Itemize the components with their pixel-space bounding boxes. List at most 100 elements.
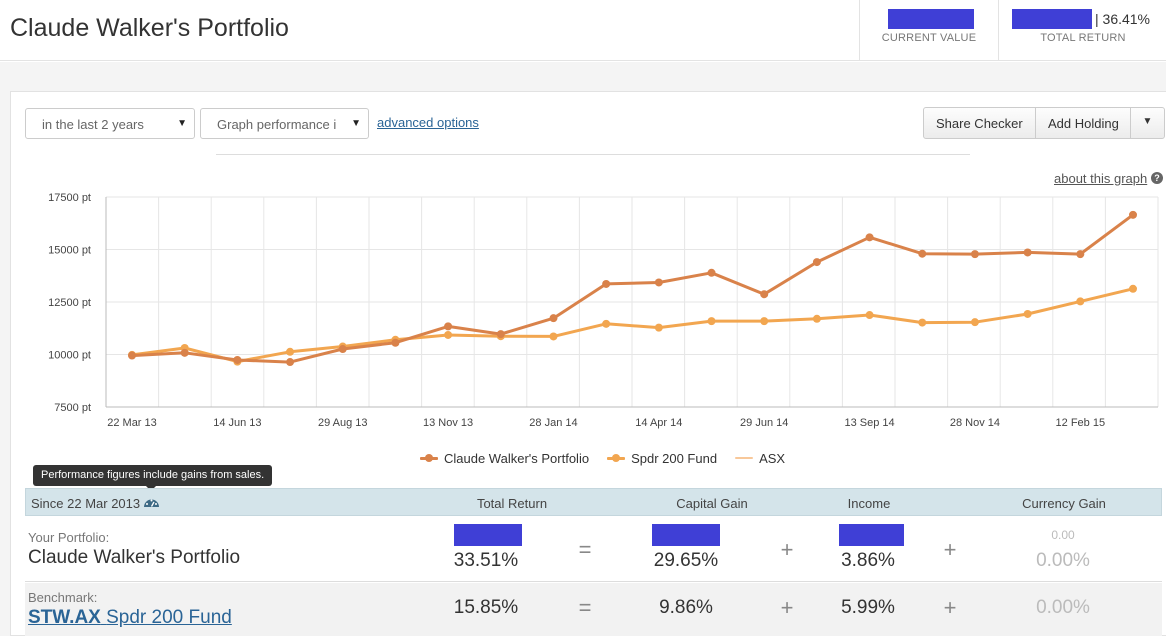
legend-line [735, 457, 754, 459]
x-tick-label: 14 Apr 14 [635, 417, 682, 429]
current-value-label: CURRENT VALUE [881, 32, 977, 44]
caret-down-icon: ▼ [351, 118, 361, 129]
plus-sign: + [780, 595, 794, 620]
legend-label: Spdr 200 Fund [631, 450, 718, 466]
portfolio-currency-amount: 0.00 [1051, 528, 1075, 542]
data-point [865, 311, 874, 320]
data-point [602, 279, 611, 288]
data-point [1129, 210, 1137, 219]
data-point [707, 268, 716, 277]
y-tick-label: 10000 pt [48, 350, 91, 362]
data-point [1023, 309, 1032, 318]
data-point [286, 358, 295, 367]
benchmark-link[interactable]: STW.AX Spdr 200 Fund [28, 607, 232, 629]
portfolio-total-return: 33.51% [453, 550, 519, 571]
date-range-select[interactable]: in the last 2 years ▼ [25, 108, 195, 139]
column-currency-gain: Currency Gain [1022, 496, 1106, 511]
data-point [496, 330, 505, 339]
x-tick-label: 13 Nov 13 [423, 417, 473, 429]
x-tick-label: 14 Jun 13 [213, 417, 261, 429]
data-point [812, 258, 821, 267]
data-point [654, 323, 663, 332]
data-point [602, 319, 611, 328]
advanced-options-link[interactable]: advanced options [377, 115, 479, 130]
total-return-redacted [1012, 9, 1092, 29]
more-actions-dropdown-button[interactable]: ▼ [1131, 108, 1164, 138]
date-range-value: in the last 2 years [42, 117, 144, 132]
legend-marker [612, 454, 621, 462]
x-tick-label: 29 Aug 13 [318, 417, 368, 429]
data-point [654, 278, 663, 287]
help-icon[interactable]: ? [1151, 172, 1163, 184]
benchmark-income: 5.99% [841, 597, 895, 618]
data-point [338, 345, 347, 354]
share-checker-button[interactable]: Share Checker [924, 108, 1036, 138]
total-return-amount-redacted [454, 524, 522, 546]
y-tick-label: 12500 pt [48, 297, 91, 309]
income-amount-redacted [839, 524, 904, 546]
data-point [1076, 250, 1085, 259]
data-point [707, 317, 716, 326]
legend-item[interactable]: ASX [735, 451, 785, 466]
data-point [970, 250, 979, 259]
series-line [131, 287, 1134, 364]
total-return-value: | 36.41% [1095, 11, 1151, 27]
action-button-group: Share Checker Add Holding ▼ [923, 107, 1165, 139]
portfolio-capital-gain: 29.65% [653, 550, 719, 571]
plus-sign: + [780, 537, 794, 562]
plus-sign: + [943, 595, 957, 620]
benchmark-ticker: STW.AX [28, 607, 101, 628]
legend-swatch [607, 451, 626, 465]
x-tick-label: 29 Jun 14 [740, 417, 788, 429]
equals-sign: = [578, 537, 592, 562]
caret-down-icon: ▼ [1142, 116, 1153, 127]
legend-swatch [735, 451, 754, 465]
portfolio-caption: Your Portfolio: [28, 530, 110, 545]
plus-sign: + [943, 537, 957, 562]
data-point [180, 348, 189, 357]
portfolio-income: 3.86% [841, 550, 895, 571]
capital-gain-amount-redacted [652, 524, 720, 546]
current-value-redacted [888, 9, 974, 29]
x-tick-label: 22 Mar 13 [107, 417, 157, 429]
legend-marker [425, 454, 433, 462]
data-point [865, 233, 874, 242]
graph-type-value: Graph performance i [217, 117, 337, 132]
equals-sign: = [578, 595, 592, 620]
column-total-return: Total Return [476, 496, 548, 511]
speedometer-icon[interactable] [143, 496, 160, 508]
benchmark-row: Benchmark: STW.AX Spdr 200 Fund 15.85% =… [25, 583, 1162, 636]
series-line [131, 213, 1134, 364]
add-holding-button[interactable]: Add Holding [1036, 108, 1131, 138]
legend-swatch [420, 451, 438, 465]
portfolio-currency-gain: 0.00% [1036, 550, 1090, 571]
about-this-graph-link[interactable]: about this graph [1054, 171, 1148, 186]
performance-tooltip: Performance figures include gains from s… [33, 465, 273, 486]
graph-type-select[interactable]: Graph performance i ▼ [200, 108, 369, 139]
legend-item[interactable]: Spdr 200 Fund [607, 451, 717, 466]
column-capital-gain: Capital Gain [676, 496, 748, 511]
data-point [760, 317, 769, 326]
legend-label: ASX [759, 450, 786, 466]
benchmark-name: Spdr 200 Fund [106, 607, 232, 628]
header-divider [859, 0, 860, 61]
benchmark-capital-gain: 9.86% [659, 597, 713, 618]
chart-legend: Claude Walker's Portfolio Spdr 200 Fund AS… [420, 450, 803, 466]
data-point [286, 347, 295, 356]
data-point [1076, 297, 1085, 306]
returns-table-header: Since 22 Mar 2013 Total Return Capital G… [25, 488, 1162, 516]
data-point [760, 290, 769, 299]
y-tick-label: 7500 pt [54, 402, 91, 414]
x-tick-label: 28 Jan 14 [529, 417, 577, 429]
data-point [918, 318, 927, 327]
legend-label: Claude Walker's Portfolio [444, 450, 590, 466]
portfolio-row: Your Portfolio: Claude Walker's Portfoli… [25, 517, 1162, 582]
page-header: Claude Walker's Portfolio CURRENT VALUE … [0, 0, 1166, 61]
page-title: Claude Walker's Portfolio [10, 14, 289, 42]
data-point [1129, 284, 1137, 293]
data-point [444, 322, 453, 331]
since-date-label: Since 22 Mar 2013 [31, 496, 141, 511]
total-return-label: TOTAL RETURN [1040, 32, 1126, 44]
data-point [444, 330, 453, 339]
legend-item[interactable]: Claude Walker's Portfolio [420, 451, 589, 466]
